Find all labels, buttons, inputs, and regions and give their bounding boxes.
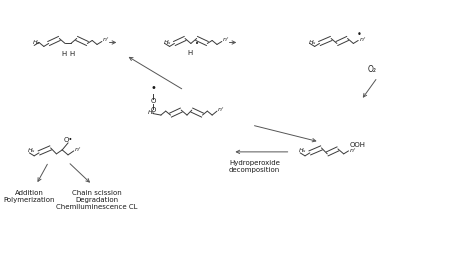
Text: OOH: OOH <box>349 142 365 148</box>
Text: $\mathit{n^{\prime}}$: $\mathit{n^{\prime}}$ <box>74 145 81 154</box>
Text: $\mathit{n^{\prime}}$: $\mathit{n^{\prime}}$ <box>359 35 366 44</box>
Text: $\mathit{H_s}$: $\mathit{H_s}$ <box>163 38 172 47</box>
Text: $\mathit{n^{\prime}}$: $\mathit{n^{\prime}}$ <box>102 36 109 44</box>
Text: $\mathit{H_s}$: $\mathit{H_s}$ <box>147 108 156 117</box>
Text: O•: O• <box>64 137 73 143</box>
Text: O: O <box>151 107 156 113</box>
Text: $\mathit{n^{\prime}}$: $\mathit{n^{\prime}}$ <box>222 36 229 44</box>
Text: Chain scission
Degradation
Chemiluminescence CL: Chain scission Degradation Chemiluminesc… <box>56 190 138 210</box>
Text: •: • <box>150 83 156 93</box>
Text: Addition
Polymerization: Addition Polymerization <box>4 190 55 203</box>
Text: O: O <box>151 98 156 104</box>
Text: •: • <box>195 41 199 47</box>
Text: $\mathit{H_s}$: $\mathit{H_s}$ <box>32 38 41 47</box>
Text: •: • <box>357 30 362 39</box>
Text: $\mathit{H_s}$: $\mathit{H_s}$ <box>298 146 307 155</box>
Text: $\mathit{H_s}$: $\mathit{H_s}$ <box>27 146 36 155</box>
Text: $\mathit{H_s}$: $\mathit{H_s}$ <box>308 38 317 47</box>
Text: O₂: O₂ <box>368 65 377 74</box>
Text: $\mathit{n^{\prime}}$: $\mathit{n^{\prime}}$ <box>349 146 357 155</box>
Text: H: H <box>69 51 74 57</box>
Text: Hydroperoxide
decomposition: Hydroperoxide decomposition <box>229 160 280 173</box>
Text: H: H <box>62 51 67 57</box>
Text: $\mathit{n^{\prime}}$: $\mathit{n^{\prime}}$ <box>217 105 224 114</box>
Text: H: H <box>188 50 193 56</box>
